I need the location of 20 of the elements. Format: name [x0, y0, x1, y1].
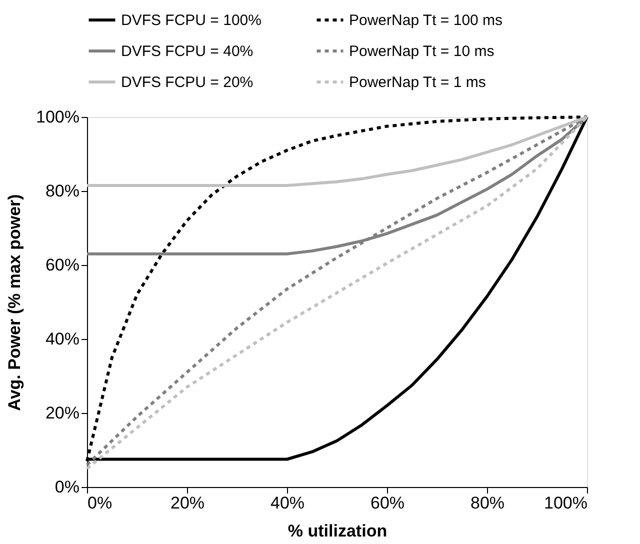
x-tick-label: 80%	[470, 494, 505, 512]
legend-label: DVFS FCPU = 40%	[121, 43, 254, 60]
legend-label: PowerNap Tt = 100 ms	[349, 12, 503, 29]
x-tick-label: 60%	[370, 494, 405, 512]
y-tick-label: 60%	[45, 256, 80, 274]
y-axis-title: Avg. Power (% max power)	[5, 194, 24, 411]
legend-label: PowerNap Tt = 10 ms	[349, 43, 494, 60]
y-tick-label: 80%	[45, 182, 80, 200]
x-tick-label: 0%	[88, 494, 112, 512]
legend-label: DVFS FCPU = 100%	[121, 12, 262, 29]
x-tick-label: 100%	[544, 494, 588, 512]
y-tick-label: 20%	[45, 404, 80, 422]
x-tick-label: 20%	[170, 494, 205, 512]
x-tick-label: 40%	[270, 494, 305, 512]
y-tick-label: 0%	[54, 478, 80, 496]
y-tick-label: 100%	[36, 108, 80, 126]
x-axis-title: % utilization	[288, 522, 388, 540]
legend-label: PowerNap Tt = 1 ms	[349, 74, 486, 91]
y-tick-label: 40%	[45, 330, 80, 348]
legend-label: DVFS FCPU = 20%	[121, 74, 254, 91]
